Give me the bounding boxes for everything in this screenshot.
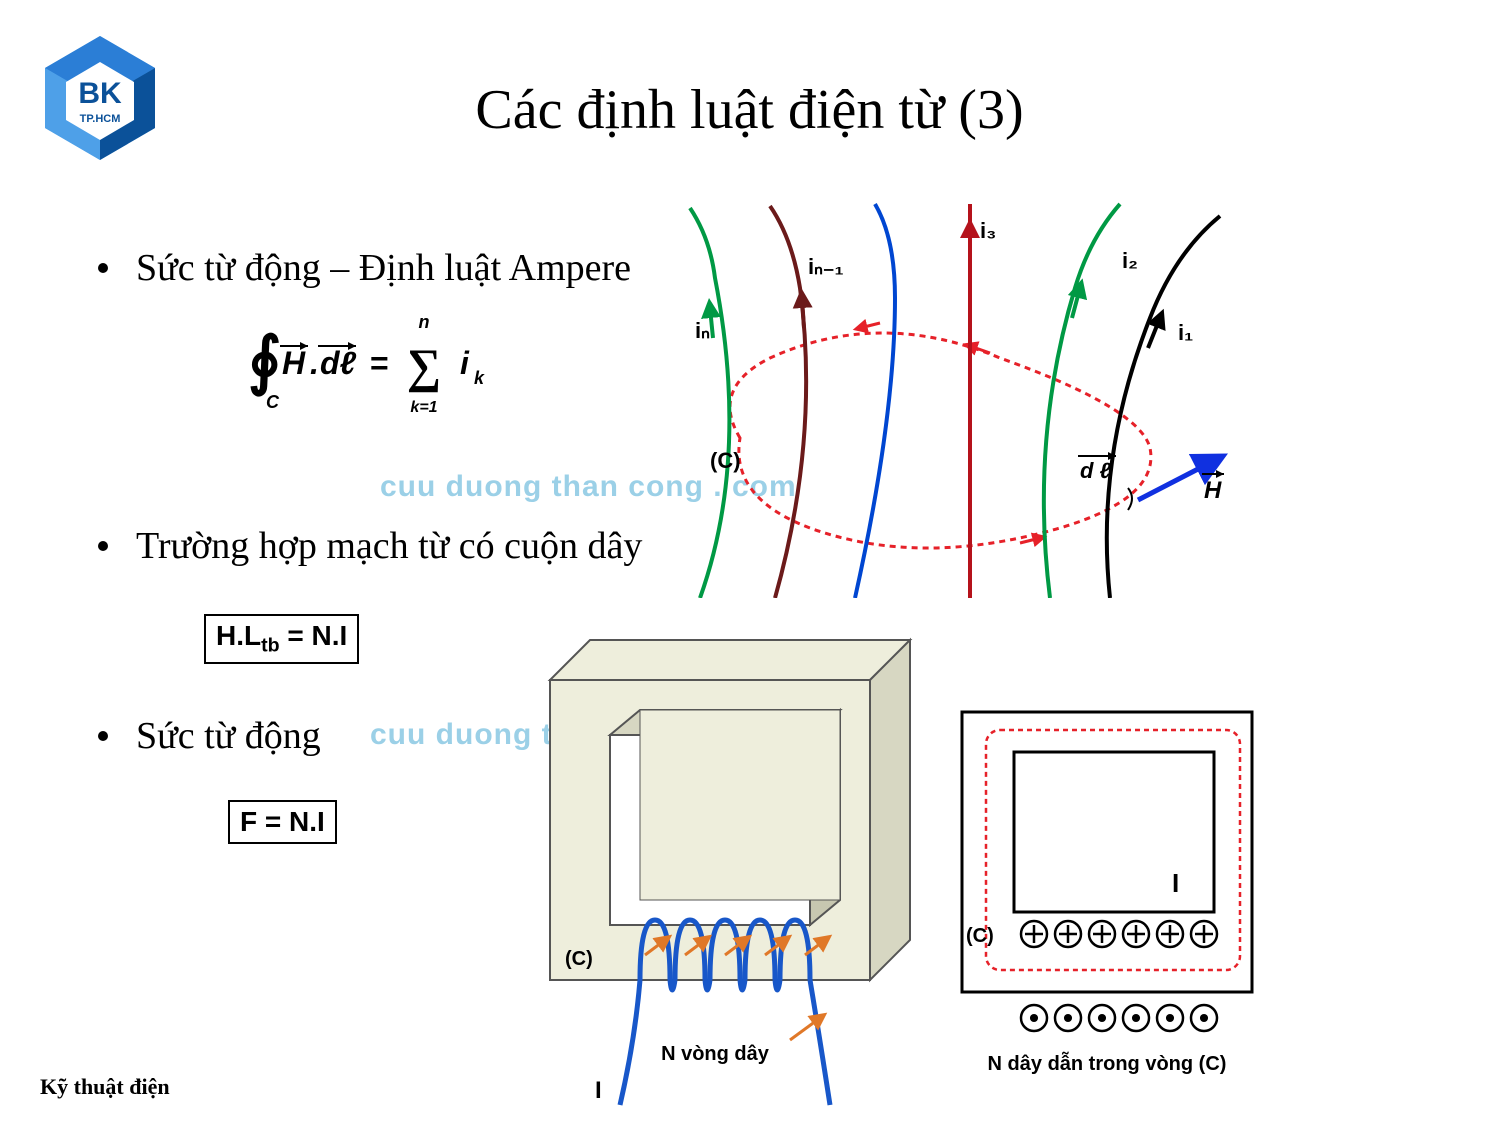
svg-text:i: i	[460, 345, 470, 381]
bullet-3: Sức từ động	[98, 714, 321, 758]
svg-text:i₂: i₂	[1122, 248, 1138, 273]
svg-text:∑: ∑	[407, 340, 441, 393]
svg-text:I: I	[595, 1077, 602, 1104]
svg-text:iₙ: iₙ	[695, 318, 710, 343]
diagram-cross-section: I (C) N dây dẫn trong vòng	[952, 702, 1262, 1102]
svg-text:N dây dẫn trong vòng (C): N dây dẫn trong vòng (C)	[988, 1051, 1227, 1075]
svg-text:=: =	[370, 345, 389, 381]
svg-text:i₃: i₃	[980, 218, 996, 243]
svg-text:iₙ₋₁: iₙ₋₁	[808, 254, 844, 279]
svg-text:i₁: i₁	[1178, 320, 1193, 345]
bullet-3-text: Sức từ động	[136, 715, 321, 757]
svg-text:I: I	[1172, 868, 1179, 898]
svg-text:(C): (C)	[710, 448, 741, 473]
svg-text:C: C	[266, 392, 280, 412]
svg-text:d ℓ: d ℓ	[1080, 458, 1112, 483]
svg-text:k=1: k=1	[410, 399, 437, 416]
svg-text:k: k	[474, 368, 485, 388]
svg-text:.: .	[310, 345, 319, 381]
formula-hl-ni: H.Ltb = N.I	[204, 614, 359, 664]
bullet-1: Sức từ động – Định luật Ampere	[98, 246, 631, 290]
svg-text:n: n	[419, 312, 430, 332]
footer: Kỹ thuật điện	[40, 1074, 170, 1100]
diagram-magnetic-core: (C) I N vòng dây	[490, 620, 930, 1110]
page-title: Các định luật điện từ (3)	[0, 78, 1499, 142]
formula-ampere: ∮ C H . dℓ = n ∑ k=1 i k	[238, 312, 508, 431]
svg-text:H: H	[1204, 477, 1222, 504]
svg-text:(C): (C)	[966, 925, 994, 947]
svg-text:N vòng dây: N vòng dây	[661, 1043, 770, 1065]
formula-f-ni: F = N.I	[228, 800, 337, 844]
svg-text:(C): (C)	[565, 948, 593, 970]
diagram-ampere-loop: iₙ iₙ₋₁ i₃ i₂ i₁ (C) d ℓ H	[680, 198, 1230, 598]
bullet-1-text: Sức từ động – Định luật Ampere	[136, 247, 631, 289]
svg-text:dℓ: dℓ	[320, 345, 357, 381]
bullet-2-text: Trường hợp mạch từ có cuộn dây	[136, 525, 642, 567]
svg-text:H: H	[282, 345, 306, 381]
svg-text:∮: ∮	[248, 325, 281, 397]
bullet-2: Trường hợp mạch từ có cuộn dây	[98, 524, 642, 568]
